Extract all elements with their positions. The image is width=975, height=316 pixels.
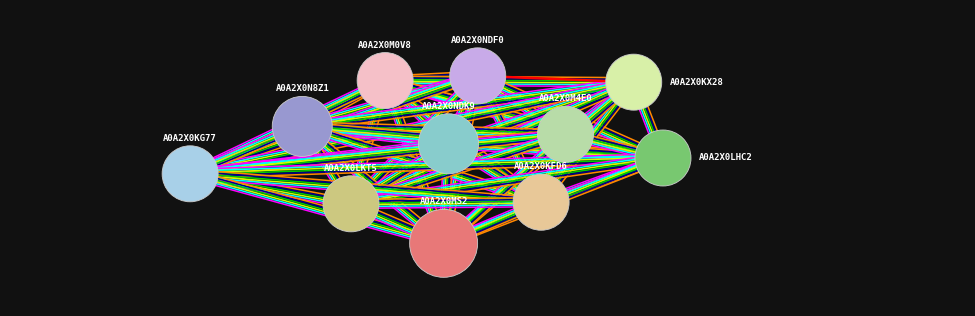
Circle shape <box>449 48 506 104</box>
Circle shape <box>418 114 479 174</box>
Circle shape <box>272 96 332 156</box>
Circle shape <box>635 130 691 186</box>
Text: A0A2X0MS2: A0A2X0MS2 <box>419 197 468 206</box>
Circle shape <box>513 174 569 230</box>
Text: A0A2X0LKT5: A0A2X0LKT5 <box>324 164 378 173</box>
Text: A0A2X0KG77: A0A2X0KG77 <box>163 134 217 143</box>
Text: A0A2X0KX28: A0A2X0KX28 <box>670 78 723 87</box>
Circle shape <box>537 106 594 162</box>
Text: A0A2X0LHC2: A0A2X0LHC2 <box>699 154 753 162</box>
Circle shape <box>357 52 413 109</box>
Text: A0A2X0NDF0: A0A2X0NDF0 <box>450 36 505 45</box>
Text: A0A2X0N8Z1: A0A2X0N8Z1 <box>275 84 330 94</box>
Text: A0A2X0KFD6: A0A2X0KFD6 <box>514 162 568 171</box>
Text: A0A2X0M0V8: A0A2X0M0V8 <box>358 40 412 50</box>
Circle shape <box>162 146 218 202</box>
Circle shape <box>323 176 379 232</box>
Circle shape <box>410 209 478 277</box>
Circle shape <box>605 54 662 110</box>
Text: A0A2X0M4E0: A0A2X0M4E0 <box>538 94 593 103</box>
Text: A0A2X0NDK9: A0A2X0NDK9 <box>421 102 476 111</box>
